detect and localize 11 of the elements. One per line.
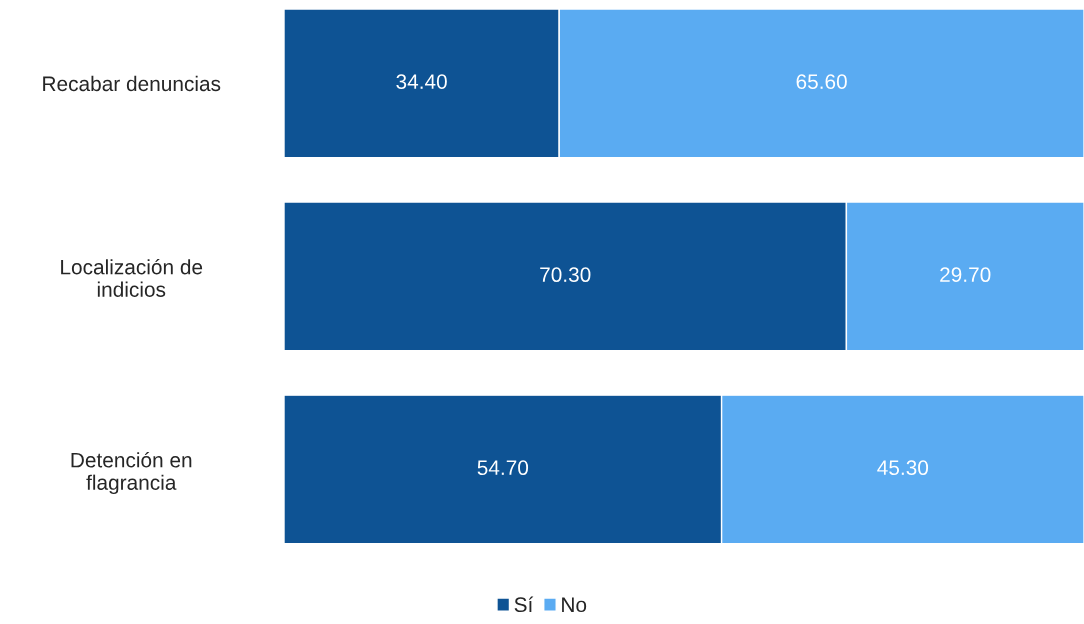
data-label: 70.30 [540,267,591,283]
legend-label: Sí [514,596,534,613]
data-label: 65.60 [796,74,847,89]
data-label: 34.40 [396,74,447,89]
data-label: 45.30 [877,460,929,476]
y-tick-label: Localización de indicios [61,258,203,297]
y-tick-label: Recabar denuncias [43,75,221,92]
data-label: 54.70 [477,460,529,476]
legend-label: No [562,597,587,613]
y-tick-label: Detención en flagrancia [71,451,192,495]
data-label: 29.70 [940,267,991,283]
